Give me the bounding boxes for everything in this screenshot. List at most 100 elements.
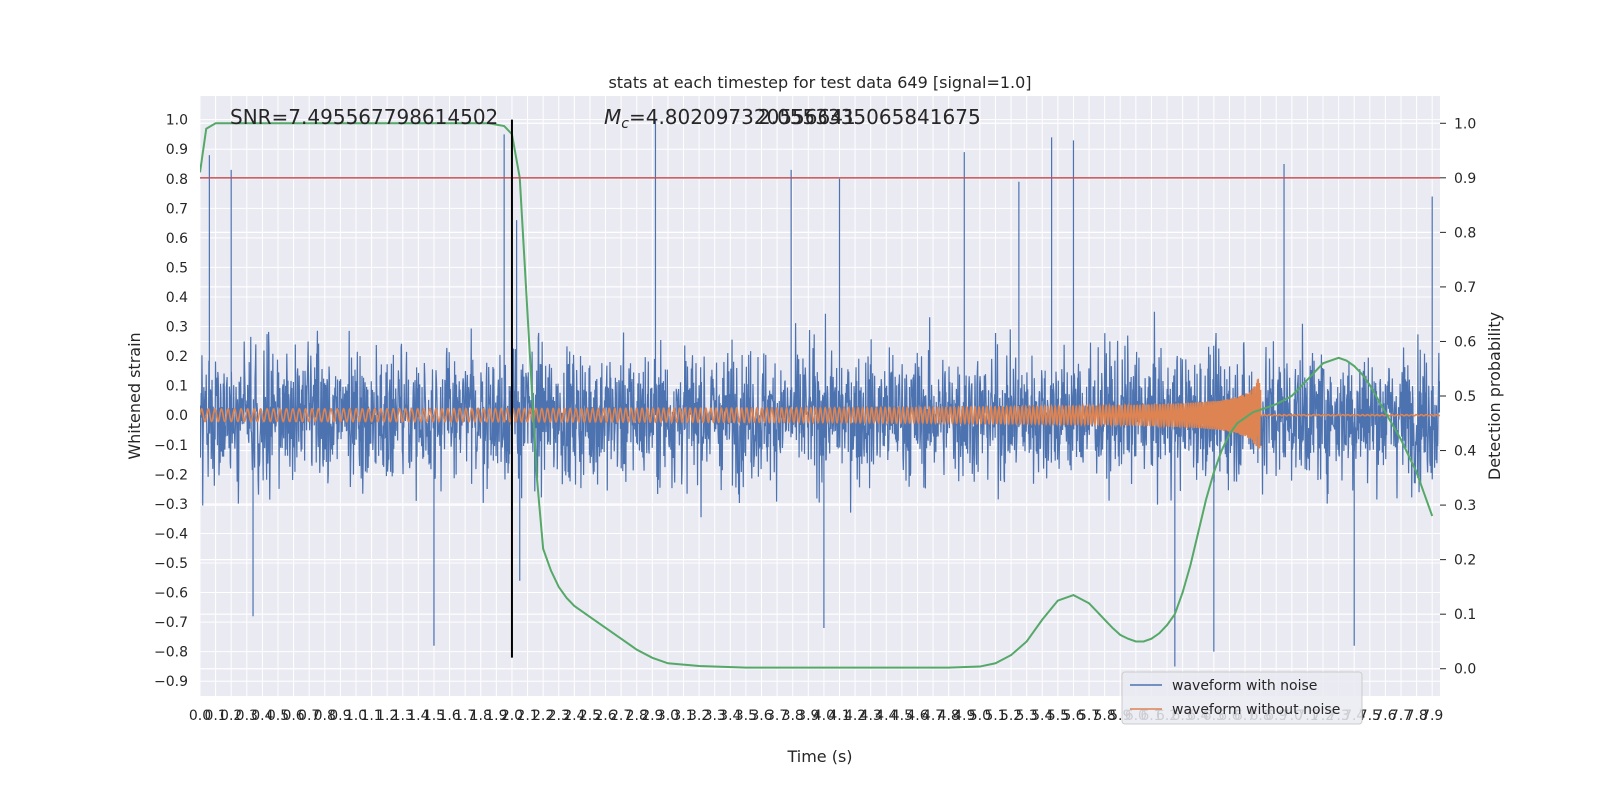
x-tick-label: 3.8 xyxy=(782,708,804,724)
x-tick-label: 0.1 xyxy=(204,708,226,724)
x-tick-label: 0.8 xyxy=(314,708,336,724)
x-tick-label: 2.3 xyxy=(548,708,570,724)
x-tick-label: 0.0 xyxy=(189,708,211,724)
y2-tick-label: 0.2 xyxy=(1454,553,1476,569)
x-tick-label: 3.2 xyxy=(688,708,710,724)
y2-tick-label: 0.0 xyxy=(1454,662,1476,678)
y-tick-label: −0.4 xyxy=(154,526,188,542)
x-tick-label: 7.7 xyxy=(1390,708,1412,724)
x-tick-label: 5.6 xyxy=(1062,708,1084,724)
x-tick-label: 2.4 xyxy=(563,708,585,724)
y2-tick-label: 0.4 xyxy=(1454,444,1476,460)
x-tick-label: 0.6 xyxy=(282,708,304,724)
x-tick-label: 7.6 xyxy=(1374,708,1396,724)
x-tick-label: 1.3 xyxy=(392,708,414,724)
y-tick-label: −0.5 xyxy=(154,556,188,572)
series-probability-line xyxy=(200,122,1434,669)
y-tick-label: 0.6 xyxy=(166,231,188,247)
x-tick-label: 5.8 xyxy=(1094,708,1116,724)
axes: 0.00.10.20.30.40.50.60.70.80.91.01.11.21… xyxy=(154,113,1476,724)
x-tick-label: 1.2 xyxy=(376,708,398,724)
y2-tick-label: 0.7 xyxy=(1454,280,1476,296)
y2-tick-label: 0.5 xyxy=(1454,389,1476,405)
overlap-annotation: 2.0553335065841675 xyxy=(758,105,981,129)
x-tick-label: 2.7 xyxy=(610,708,632,724)
y-tick-label: −0.3 xyxy=(154,497,188,513)
x-tick-label: 4.3 xyxy=(860,708,882,724)
x-tick-label: 7.9 xyxy=(1421,708,1443,724)
y-tick-label: 0.4 xyxy=(166,290,188,306)
x-tick-label: 4.7 xyxy=(922,708,944,724)
x-axis-label: Time (s) xyxy=(786,747,852,766)
y2-tick-label: 0.6 xyxy=(1454,334,1476,350)
x-tick-label: 2.9 xyxy=(641,708,663,724)
x-tick-label: 3.9 xyxy=(797,708,819,724)
x-tick-label: 2.5 xyxy=(579,708,601,724)
x-tick-label: 1.7 xyxy=(454,708,476,724)
x-tick-label: 4.9 xyxy=(953,708,975,724)
x-tick-label: 1.0 xyxy=(345,708,367,724)
y-tick-label: 1.0 xyxy=(166,113,188,129)
x-tick-label: 0.4 xyxy=(251,708,273,724)
y2-tick-label: 0.1 xyxy=(1454,607,1476,623)
y-tick-label: 0.1 xyxy=(166,379,188,395)
x-tick-label: 1.9 xyxy=(485,708,507,724)
x-tick-label: 7.8 xyxy=(1405,708,1427,724)
mc-subscript: c xyxy=(621,116,629,132)
y-tick-label: 0.0 xyxy=(166,408,188,424)
x-tick-label: 2.1 xyxy=(516,708,538,724)
series-noise-line xyxy=(200,119,1440,667)
y-tick-label: −0.7 xyxy=(154,615,188,631)
series-clean-line xyxy=(200,378,1440,449)
x-tick-label: 5.0 xyxy=(969,708,991,724)
x-tick-label: 4.8 xyxy=(938,708,960,724)
x-tick-label: 2.2 xyxy=(532,708,554,724)
y-tick-label: −0.9 xyxy=(154,674,188,690)
x-tick-label: 1.1 xyxy=(360,708,382,724)
snr-annotation: SNR=7.495567798614502 xyxy=(230,105,498,129)
x-tick-label: 1.8 xyxy=(470,708,492,724)
y2-tick-label: 1.0 xyxy=(1454,116,1476,132)
legend-box xyxy=(1121,671,1363,725)
x-tick-label: 5.4 xyxy=(1031,708,1053,724)
x-tick-label: 0.7 xyxy=(298,708,320,724)
x-tick-label: 3.4 xyxy=(719,708,741,724)
x-tick-label: 5.3 xyxy=(1016,708,1038,724)
x-tick-label: 0.2 xyxy=(220,708,242,724)
y-tick-label: −0.8 xyxy=(154,645,188,661)
x-tick-label: 1.4 xyxy=(407,708,429,724)
chart-title: stats at each timestep for test data 649… xyxy=(608,73,1031,92)
x-tick-label: 3.5 xyxy=(735,708,757,724)
x-tick-label: 4.4 xyxy=(875,708,897,724)
y-tick-label: 0.5 xyxy=(166,260,188,276)
y2-tick-label: 0.3 xyxy=(1454,498,1476,514)
y2-tick-label: 0.8 xyxy=(1454,225,1476,241)
x-tick-label: 3.0 xyxy=(657,708,679,724)
x-tick-label: 7.5 xyxy=(1359,708,1381,724)
x-tick-label: 2.8 xyxy=(626,708,648,724)
x-tick-label: 1.5 xyxy=(423,708,445,724)
x-tick-label: 4.2 xyxy=(844,708,866,724)
x-tick-label: 5.1 xyxy=(984,708,1006,724)
x-tick-label: 4.0 xyxy=(813,708,835,724)
x-tick-label: 3.3 xyxy=(704,708,726,724)
x-tick-label: 0.3 xyxy=(236,708,258,724)
mc-symbol: M xyxy=(604,105,621,129)
overlay-layer xyxy=(200,119,1440,658)
mc-value: =4.802097320556641 xyxy=(629,105,856,129)
x-tick-label: 4.1 xyxy=(828,708,850,724)
x-tick-label: 4.5 xyxy=(891,708,913,724)
y-tick-label: 0.2 xyxy=(166,349,188,365)
series-layer xyxy=(200,119,1440,669)
legend-label-noise: waveform with noise xyxy=(1172,678,1317,694)
x-tick-label: 5.7 xyxy=(1078,708,1100,724)
y-tick-label: 0.9 xyxy=(166,142,188,158)
y-tick-label: 0.7 xyxy=(166,201,188,217)
y-tick-label: −0.6 xyxy=(154,586,188,602)
y-tick-label: 0.3 xyxy=(166,320,188,336)
x-tick-label: 5.5 xyxy=(1047,708,1069,724)
x-tick-label: 3.7 xyxy=(766,708,788,724)
y-tick-label: 0.8 xyxy=(166,172,188,188)
x-tick-label: 1.6 xyxy=(438,708,460,724)
